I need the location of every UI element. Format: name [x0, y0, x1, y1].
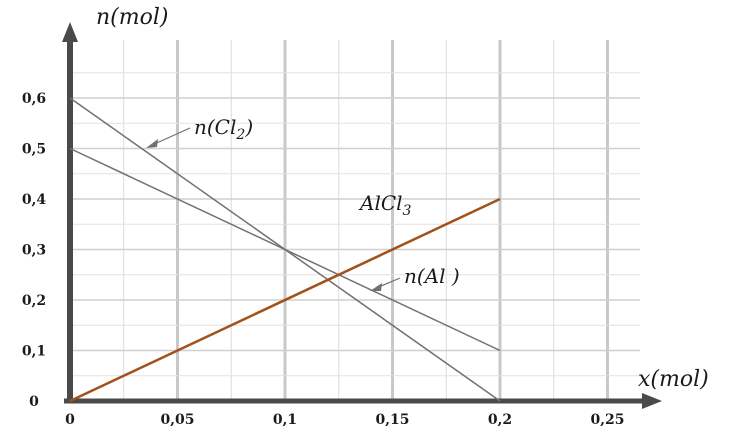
y-axis-arrow: [62, 22, 78, 42]
series-label-nal: n(Al ): [404, 264, 460, 288]
x-tick-label: 0,15: [375, 412, 409, 426]
y-axis-title: n(mol): [96, 5, 168, 30]
series-annotations: [146, 127, 401, 291]
x-axis-title: x(mol): [638, 367, 709, 392]
axes: [62, 22, 662, 409]
y-tick-label: 0,2: [22, 293, 46, 309]
y-tick-label: 0,6: [22, 91, 46, 107]
y-tick-labels: 0 0,1 0,2 0,3 0,4 0,5 0,6: [22, 91, 47, 410]
y-tick-label: 0,5: [22, 142, 46, 158]
x-tick-label: 0,2: [488, 412, 512, 426]
series-labels: n(Cl2) n(Al ) AlCl3: [194, 115, 460, 288]
y-tick-label: 0,4: [22, 192, 47, 208]
grid: [70, 40, 640, 401]
series-lines: [69, 97, 501, 403]
y-tick-label: 0: [29, 394, 39, 410]
x-tick-label: 0,25: [590, 412, 624, 426]
x-tick-label: 0,05: [160, 412, 194, 426]
al-pointer-head: [370, 283, 382, 291]
y-tick-label: 0,1: [22, 344, 46, 360]
series-line-alcl3: [69, 197, 501, 403]
x-tick-label: 0: [65, 412, 75, 426]
series-line-nal: [69, 147, 501, 352]
x-tick-labels: 0 0,05 0,1 0,15 0,2 0,25: [65, 412, 624, 426]
series-label-alcl3: AlCl3: [358, 191, 412, 219]
x-tick-label: 0,1: [273, 412, 297, 426]
y-tick-label: 0,3: [22, 243, 46, 259]
series-label-ncl2: n(Cl2): [194, 115, 253, 143]
x-axis-arrow: [642, 393, 662, 409]
cl2-pointer-head: [146, 139, 158, 148]
